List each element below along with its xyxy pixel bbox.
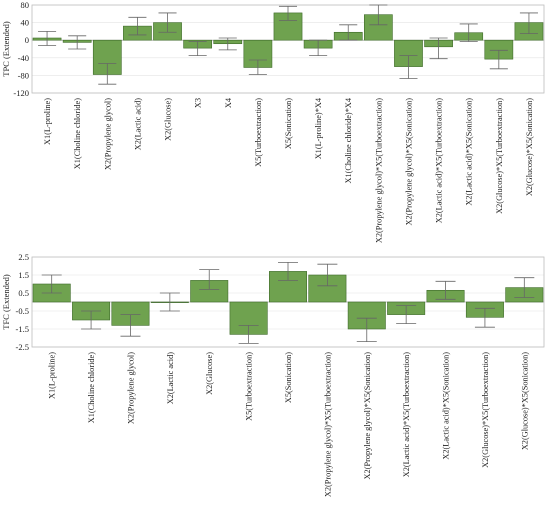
tpc-xtick-label: X2(Glucose)*X5(Sonication) [525,98,534,196]
tpc-xtick-label: X1(Choline chloride) [73,98,82,169]
tfc-bar [308,274,347,303]
tpc-y-axis-title: TPC (Extended) [1,21,11,77]
tpc-xtick-label: X1(L-proline)*X4 [314,97,323,159]
tfc-xtick-label: X1(Choline chloride) [87,352,96,423]
tpc-ytick-label: 0 [25,35,29,45]
tpc-xtick-label: X5(Sonication) [284,98,293,149]
tpc-ytick-label: -40 [18,53,29,63]
tpc-xtick-label: X2(Glucose) [164,98,173,141]
tpc-xtick-label: X2(Lactic acid)*X5(Sonication) [465,98,474,206]
tpc-xtick-label: X1(Choline chloride)*X4 [344,97,353,183]
tpc-chart: 80 40 0 -40 -80 -120 TPC (Extended) X1(L-prolin… [1,0,545,243]
tpc-xtick-label: X5(Turboextraction) [254,98,263,167]
tpc-xtick-label: X2(Propylene glycol)*X5(Turboextraction) [374,98,383,243]
tpc-xtick-label: X2(Lactic acid) [133,98,142,151]
tpc-ytick-label: -80 [18,70,29,80]
tfc-xtick-label: X1(L-proline) [48,352,57,399]
tfc-ytick-label: 1.5 [18,270,29,280]
tfc-xtick-label: X2(Lactic acid)*X5(Turboextraction) [402,352,411,477]
tpc-xtick-label: X2(Glucose)*X5(Turboextraction) [495,98,504,214]
tfc-xtick-label: X2(Lactic acid)*X5(Sonication) [442,352,451,460]
tfc-xtick-label: X2(Lactic acid) [166,352,175,405]
tfc-ytick-label: 2.5 [18,252,29,262]
tfc-ytick-label: -1.5 [16,324,29,334]
tfc-xtick-label: X2(Glucose)*X5(Turboextraction) [481,352,490,468]
tfc-y-axis-title: TFC (Extended) [1,274,11,330]
tpc-ytick-label: 40 [21,18,30,28]
tpc-ytick-label: -120 [13,88,29,98]
tpc-xtick-label: X2(Propylene glycol) [103,98,112,170]
tpc-ytick-label: 80 [21,0,30,10]
tfc-plot-frame [31,256,545,348]
tpc-plot-frame [31,4,545,94]
tfc-ytick-label: -0.5 [16,306,29,316]
tpc-xtick-label: X2(Propylene glycol)*X5(Sonication) [404,98,413,226]
tfc-chart: 2.5 1.5 0.5 -0.5 -1.5 -2.5 TFC (Extended) X1(L-… [1,252,545,497]
tfc-xtick-label: X2(Propylene glycol)*X5(Turboextraction) [323,352,332,497]
tfc-xtick-label: X2(Propylene glycol)*X5(Sonication) [363,352,372,480]
tfc-xtick-label: X5(Sonication) [284,352,293,403]
tfc-xtick-label: X2(Propylene glycol) [126,352,135,424]
tpc-xtick-label: X3 [194,98,203,108]
tfc-ytick-label: 0.5 [18,288,29,298]
tpc-xtick-label: X1(L-proline) [43,98,52,145]
tfc-ytick-label: -2.5 [16,342,29,352]
tfc-xtick-label: X2(Glucose) [205,352,214,395]
tpc-xtick-label: X4 [224,97,233,108]
tfc-xtick-label: X2(Glucose)*X5(Sonication) [520,352,529,450]
tfc-xtick-label: X5(Turboextraction) [245,352,254,421]
tpc-xtick-label: X2(Lactic acid)*X5(Turboextraction) [435,98,444,223]
